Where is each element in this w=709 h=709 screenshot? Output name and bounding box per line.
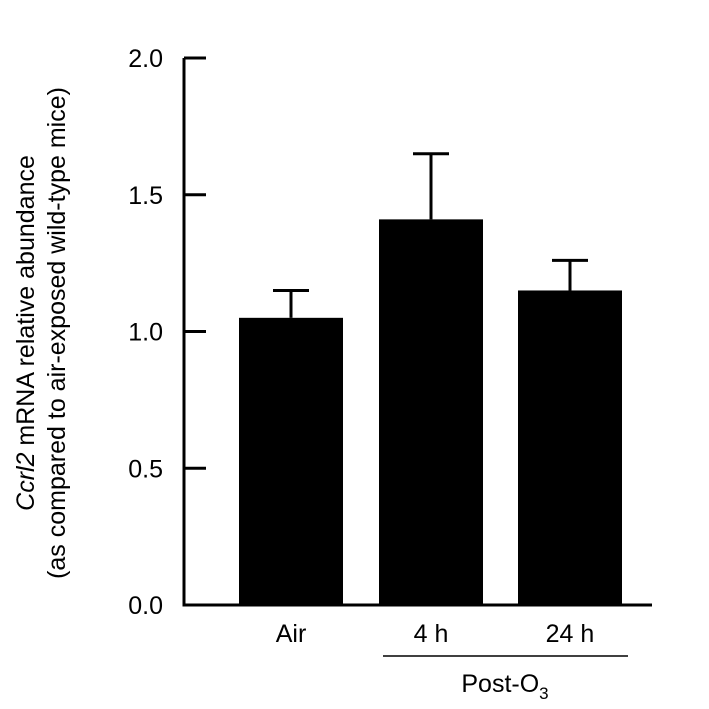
bar-2 (518, 290, 622, 605)
x-axis-labels: Air 4 h 24 h (276, 620, 595, 648)
y-axis-title-line2: (as compared to air-exposed wild-type mi… (43, 87, 71, 579)
y-axis-title-gene: Ccrl2 (12, 452, 40, 510)
bar-1 (379, 219, 483, 606)
y-tick-label: 0.5 (128, 455, 163, 483)
y-tick-label: 1.0 (128, 319, 163, 347)
y-tick-label: 0.0 (128, 592, 163, 620)
bar-0 (239, 317, 343, 605)
y-axis-title-line1: Ccrl2 mRNA relative abundance (12, 155, 40, 511)
group-label-main: Post-O (461, 670, 539, 698)
y-axis-ticks: 0.0 0.5 1.0 1.5 2.0 (128, 45, 206, 620)
group-label: Post-O3 (461, 670, 548, 703)
group-label-subscript: 3 (539, 684, 548, 703)
x-tick-label-2: 24 h (546, 620, 595, 648)
x-tick-label-0: Air (276, 620, 307, 648)
y-tick-label: 1.5 (128, 182, 163, 210)
y-axis-title-text: mRNA relative abundance (12, 155, 40, 452)
bar-series (239, 152, 622, 606)
x-tick-label-1: 4 h (414, 620, 449, 648)
y-tick-label: 2.0 (128, 45, 163, 73)
